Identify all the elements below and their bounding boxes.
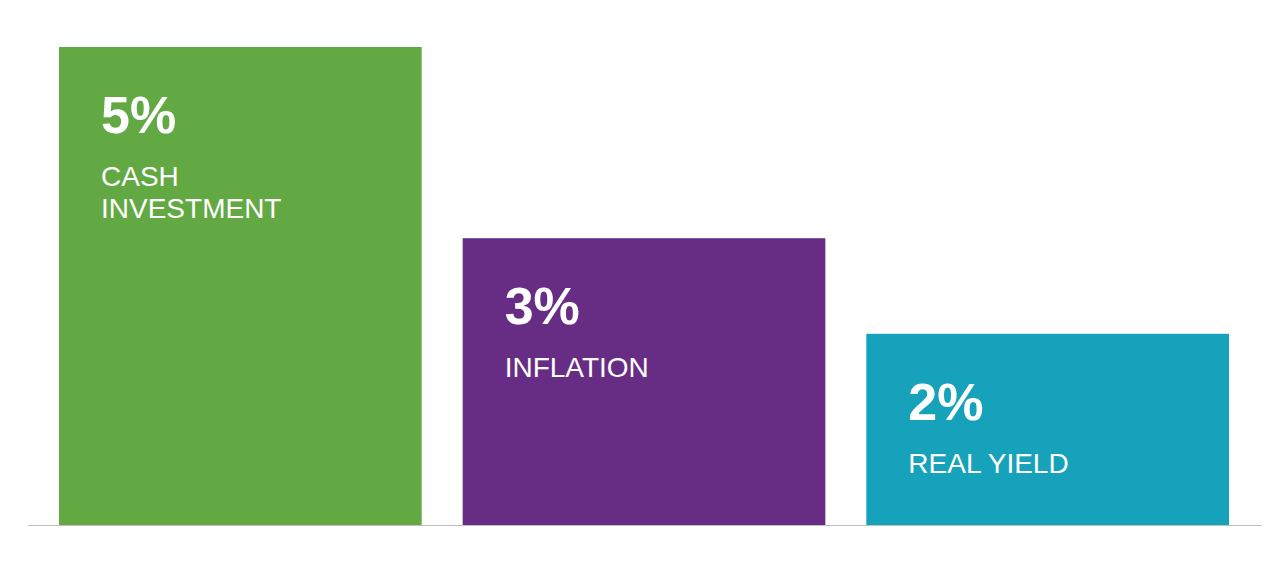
- chart: 5% CASHINVESTMENT 3% INFLATION 2% REAL YIELD: [0, 0, 1280, 566]
- value-label: 2%: [908, 373, 983, 431]
- baseline: [28, 525, 1262, 526]
- category-label: CASHINVESTMENT: [101, 161, 281, 224]
- bars: [59, 47, 1229, 525]
- category-label: REAL YIELD: [908, 448, 1068, 479]
- bar: [59, 47, 422, 525]
- labels: 5% CASHINVESTMENT 3% INFLATION 2% REAL YIELD: [101, 86, 1069, 479]
- value-label: 5%: [101, 86, 176, 144]
- category-label: INFLATION: [505, 352, 649, 383]
- bar: [866, 334, 1229, 525]
- bar: [463, 238, 826, 525]
- value-label: 3%: [505, 277, 580, 335]
